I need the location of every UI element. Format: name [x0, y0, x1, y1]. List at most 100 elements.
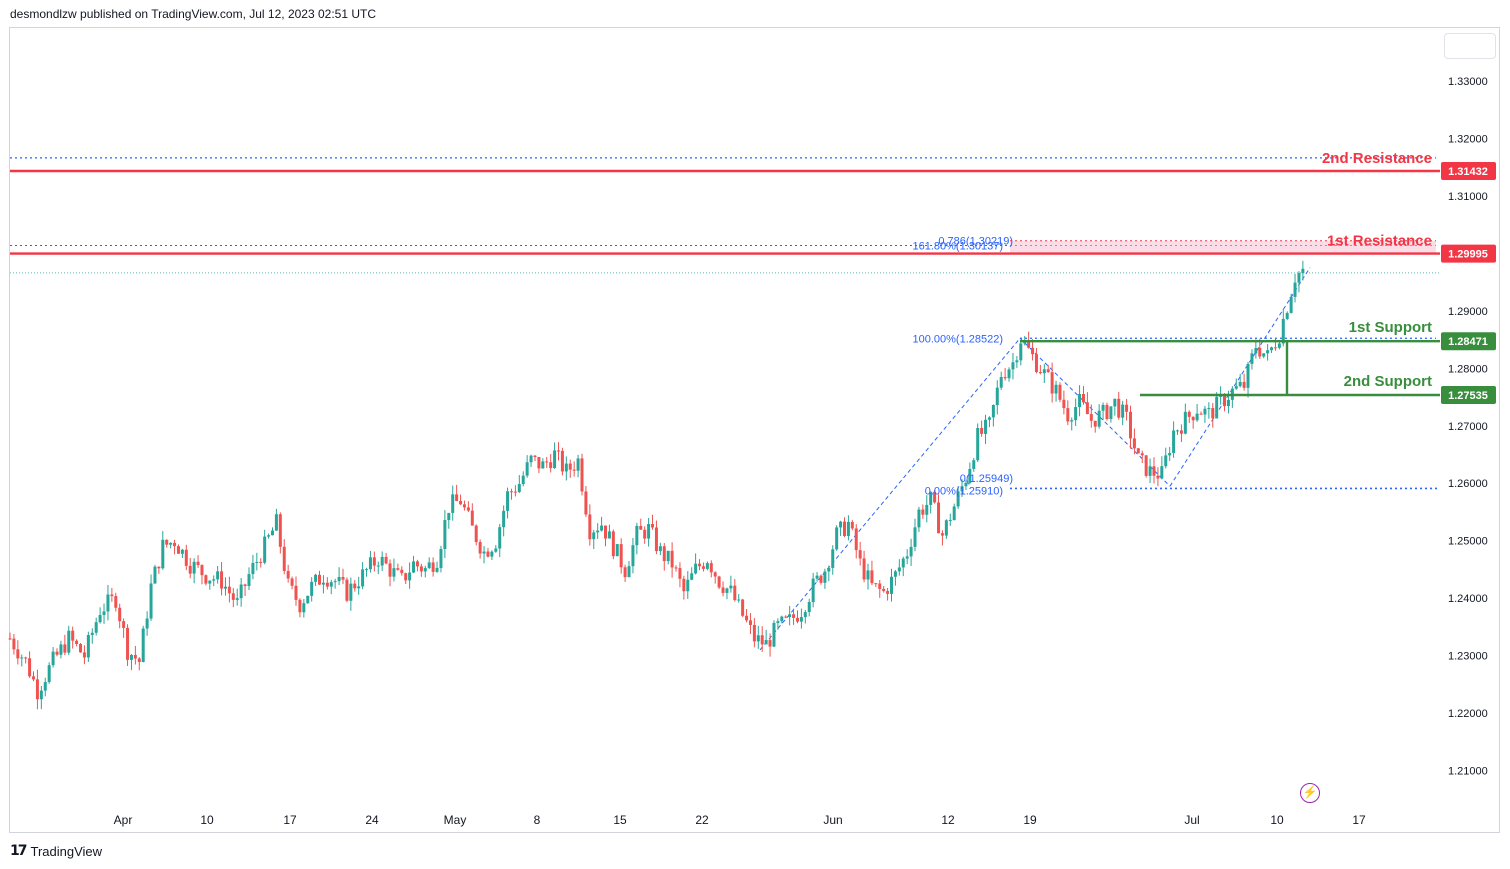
candle-body [63, 644, 67, 653]
candle-body [1211, 408, 1215, 419]
candle-body [1054, 384, 1058, 394]
candle-body [314, 574, 318, 582]
candle-body [176, 546, 180, 554]
candle-body [435, 567, 439, 572]
candle-body [627, 566, 631, 578]
candle-body [604, 525, 608, 539]
y-tick-label: 1.22000 [1448, 708, 1488, 720]
candle-body [725, 588, 729, 593]
candle-body [893, 571, 897, 577]
candle-body [944, 520, 948, 536]
candle-body [815, 575, 819, 579]
candle-body [545, 461, 549, 463]
candle-body [870, 570, 874, 584]
candle-body [118, 607, 122, 622]
candle-body [901, 558, 905, 568]
candle-body [1081, 394, 1085, 403]
candle-body [1226, 399, 1230, 407]
candle-body [235, 598, 239, 600]
x-tick-label: 17 [1352, 813, 1366, 827]
y-tick-label: 1.28000 [1448, 363, 1488, 375]
x-tick-label: Jun [823, 813, 842, 827]
candle-body [748, 620, 752, 625]
candle-body [392, 568, 396, 577]
candle-body [521, 475, 525, 485]
candle-body [1152, 466, 1156, 476]
x-tick-label: 17 [283, 813, 297, 827]
candle-body [361, 569, 365, 587]
price-tag [1441, 244, 1496, 263]
candle-body [854, 528, 858, 551]
lightning-icon[interactable]: ⚡ [1300, 783, 1320, 803]
candle-body [921, 509, 925, 515]
candle-body [948, 520, 952, 522]
x-tick-label: May [444, 813, 467, 827]
chart-frame[interactable] [9, 27, 1500, 833]
candle-body [819, 575, 823, 583]
candle-body [529, 455, 533, 463]
candle-body [572, 469, 576, 471]
candle-body [247, 574, 251, 586]
candle-body [329, 582, 333, 587]
scale-toggle-button[interactable] [1444, 33, 1496, 59]
candle-body [86, 635, 90, 658]
candle-body [173, 542, 177, 547]
candle-body [267, 535, 271, 537]
candle-body [243, 584, 247, 586]
candle-body [1246, 363, 1250, 388]
candle-body [1003, 377, 1007, 379]
candle-body [82, 652, 86, 658]
candle-body [341, 577, 345, 580]
price-tag-label: 1.29995 [1448, 249, 1488, 261]
candle-body [318, 574, 322, 585]
candle-body [227, 586, 231, 594]
candle-body [882, 588, 886, 592]
candle-body [129, 654, 133, 660]
candle-body [596, 530, 600, 533]
candle-body [184, 549, 188, 566]
candle-body [792, 614, 796, 618]
x-tick-label: 12 [941, 813, 955, 827]
x-tick-label: 19 [1023, 813, 1037, 827]
candle-body [466, 507, 470, 511]
candle-body [580, 458, 584, 492]
candle-body [905, 556, 909, 559]
candle-body [1070, 420, 1074, 422]
candle-body [223, 586, 227, 589]
candle-body [1062, 399, 1066, 409]
candle-body [984, 419, 988, 434]
candle-body [517, 484, 521, 492]
candle-body [768, 640, 772, 647]
candle-body [600, 525, 604, 531]
x-tick-label: 15 [613, 813, 627, 827]
x-tick-label: 10 [1270, 813, 1284, 827]
candle-body [588, 514, 592, 540]
candle-body [161, 539, 165, 569]
x-tick-label: Apr [114, 813, 133, 827]
candle-body [200, 565, 204, 576]
y-tick-label: 1.29000 [1448, 306, 1488, 318]
candle-body [470, 510, 474, 526]
candle-body [24, 657, 28, 659]
candle-body [153, 566, 157, 584]
candle-body [846, 521, 850, 536]
footer-brand: 17 TradingView [10, 843, 102, 859]
candle-body [270, 530, 274, 536]
x-tick-label: Jul [1184, 813, 1199, 827]
y-tick-label: 1.27000 [1448, 421, 1488, 433]
candle-body [298, 599, 302, 613]
fib-label: 0(1.25949) [960, 473, 1013, 485]
candle-body [43, 682, 47, 691]
candle-body [733, 585, 737, 601]
candle-body [866, 570, 870, 580]
candle-body [741, 599, 745, 616]
candle-body [1168, 452, 1172, 456]
price-tag-label: 1.27535 [1448, 390, 1488, 402]
price-tag [1441, 162, 1496, 181]
candle-body [32, 676, 36, 680]
candle-body [1105, 404, 1109, 420]
candle-body [447, 512, 451, 521]
candle-body [494, 548, 498, 552]
candle-body [713, 572, 717, 577]
